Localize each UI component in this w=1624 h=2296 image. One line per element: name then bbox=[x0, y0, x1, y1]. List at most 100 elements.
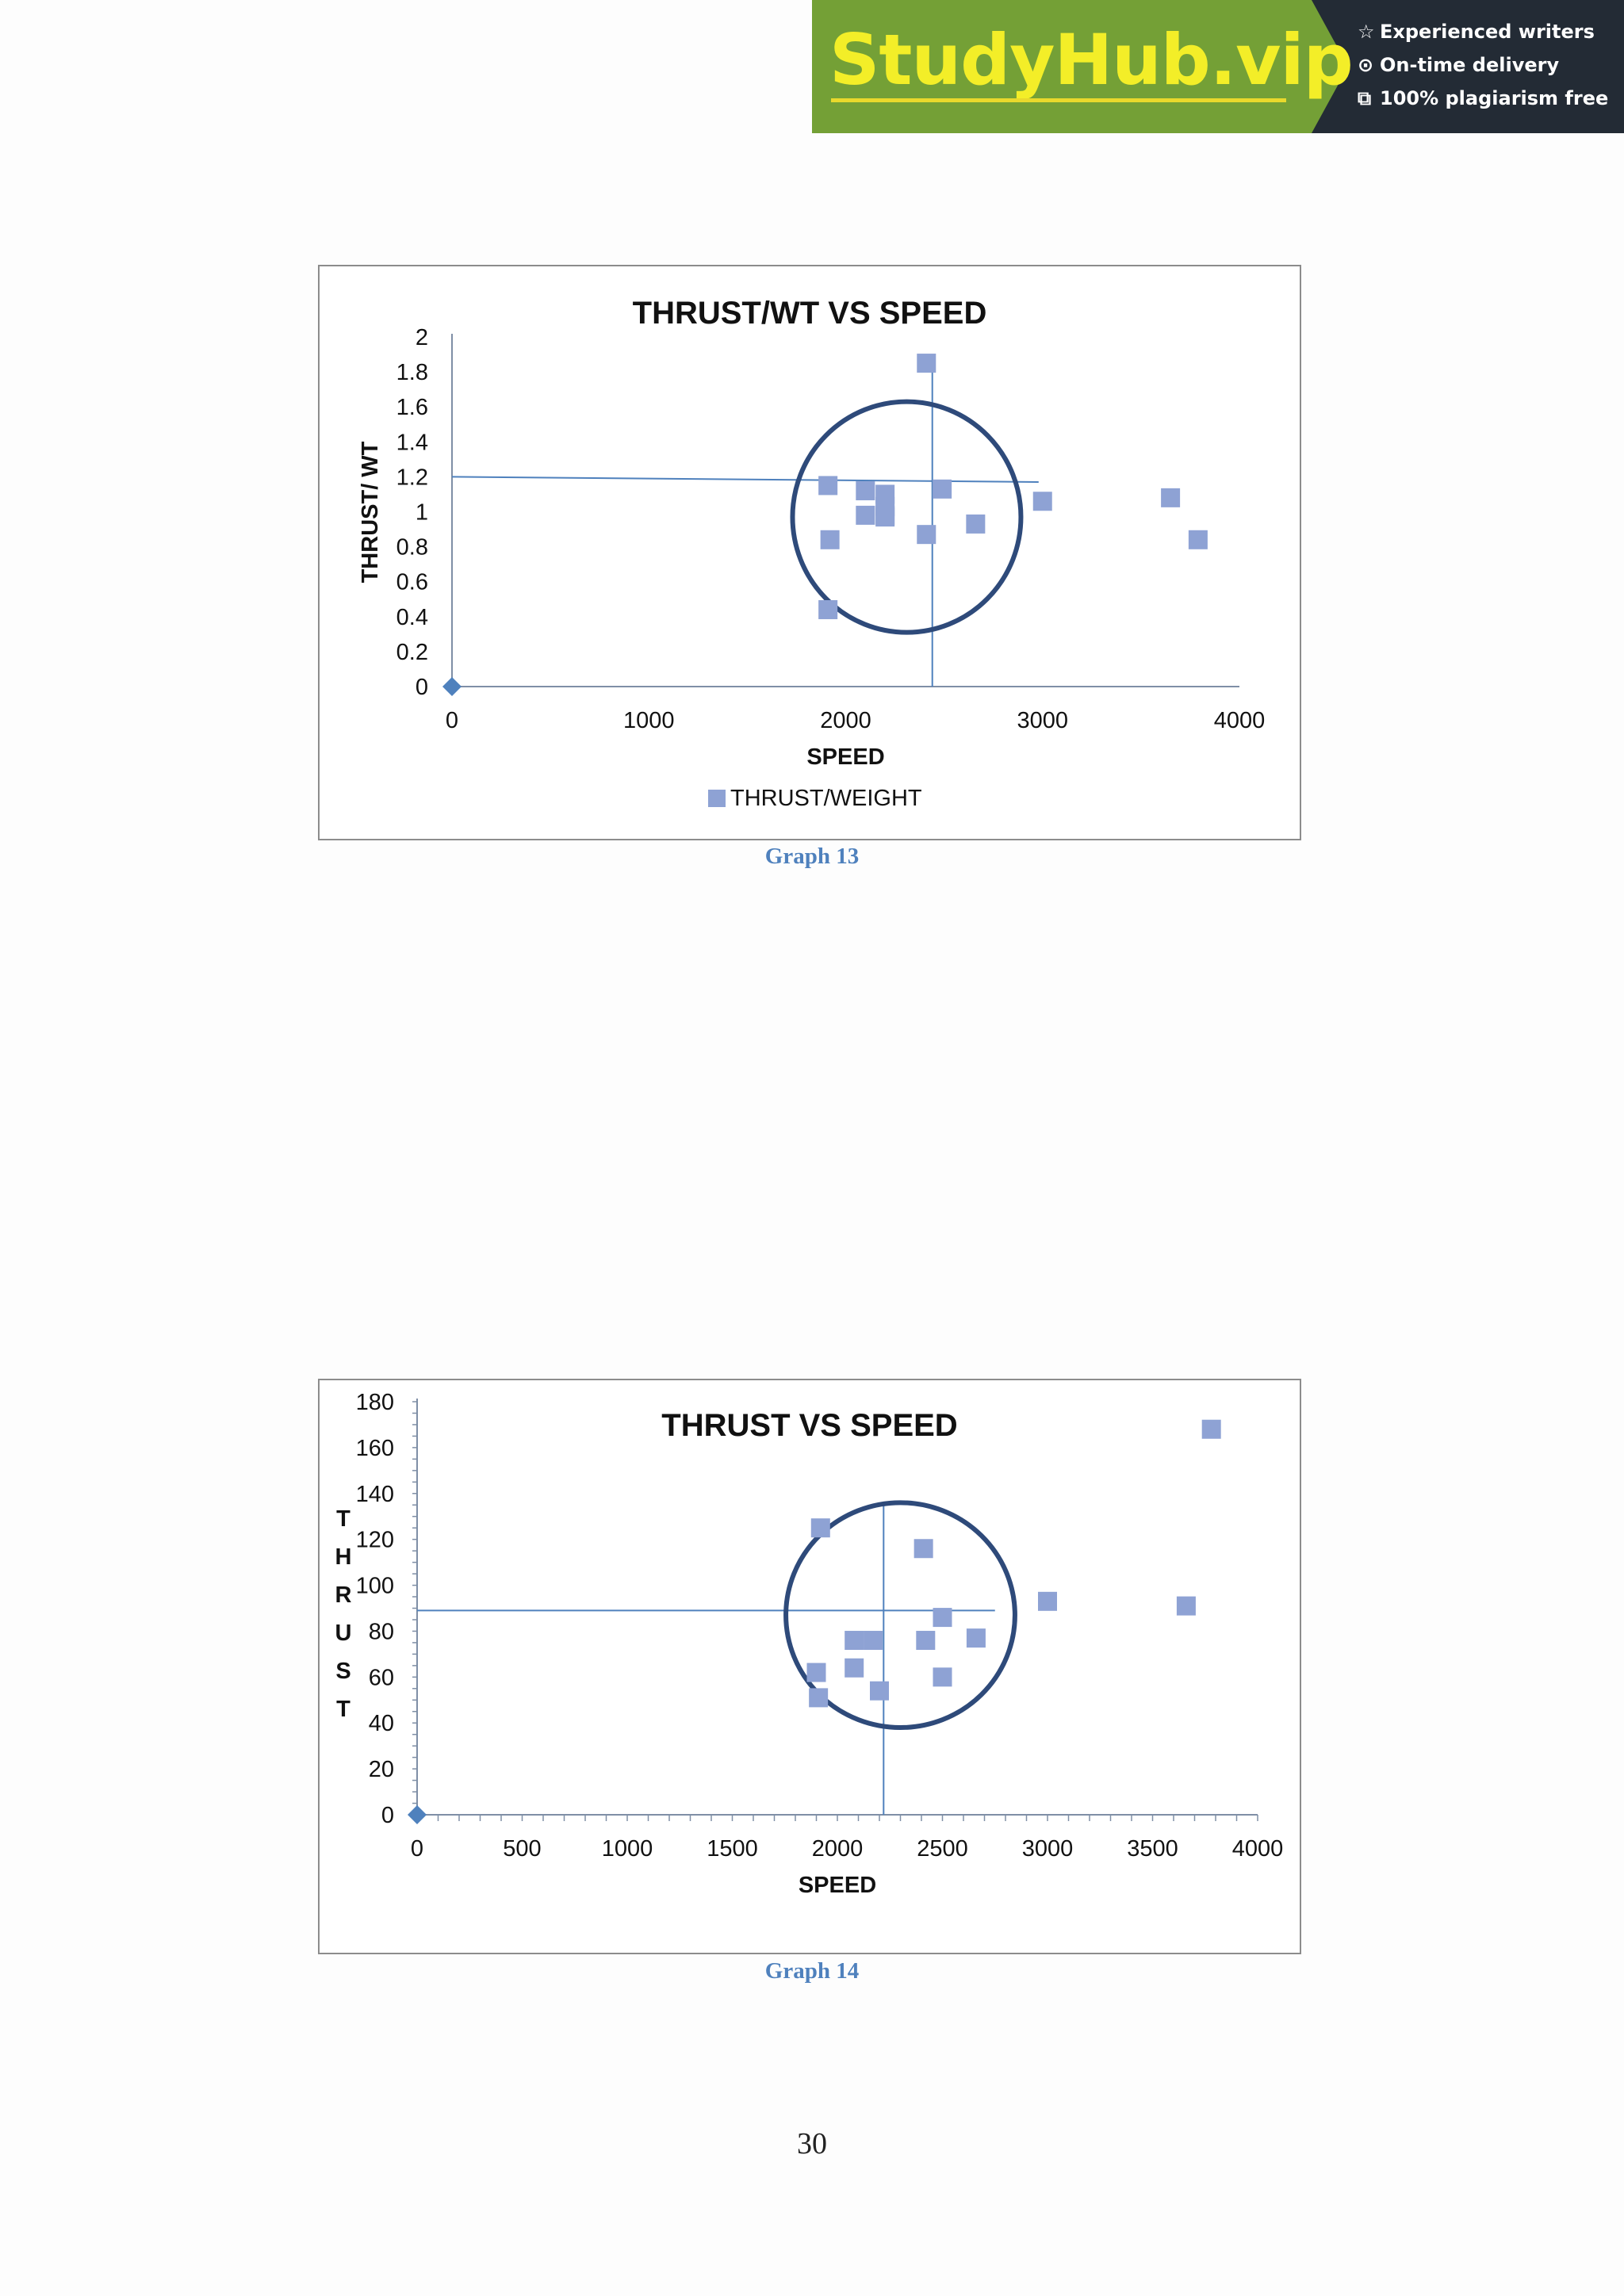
x-tick-label: 3000 bbox=[1017, 708, 1068, 733]
data-point bbox=[933, 479, 952, 499]
y-axis-title: THRUST/ WT bbox=[358, 441, 383, 583]
legend-marker bbox=[708, 790, 726, 807]
y-axis-title-letter: H bbox=[335, 1544, 352, 1570]
chart-thrust-vs-speed: THRUST VS SPEED 0 500 1000 1500 2000 2500 3000 3… bbox=[318, 1379, 1301, 1954]
data-point bbox=[966, 514, 986, 534]
y-tick-label: 120 bbox=[356, 1528, 394, 1553]
data-point bbox=[810, 1518, 830, 1538]
y-tick-label: 160 bbox=[356, 1436, 394, 1461]
chart-thrust-weight-svg: THRUST/WT VS SPEED 0 1000 2000 3000 4000 0 0.2 0… bbox=[358, 296, 1266, 811]
y-tick-label: 2 bbox=[416, 325, 428, 350]
data-point bbox=[1188, 530, 1208, 549]
x-tick-label: 4000 bbox=[1214, 708, 1266, 733]
copy-icon: ⧉ bbox=[1358, 87, 1372, 109]
chart-thrust-weight-vs-speed: THRUST/WT VS SPEED 0 1000 2000 3000 4000 0 0.2 0… bbox=[318, 265, 1301, 840]
feature-experienced-writers: ☆ Experienced writers bbox=[1358, 21, 1595, 43]
data-point bbox=[1032, 492, 1052, 511]
circle-annotation bbox=[783, 1500, 1017, 1731]
data-point bbox=[809, 1688, 829, 1708]
x-tick-label: 0 bbox=[446, 708, 458, 733]
y-axis-title-letter: U bbox=[335, 1621, 352, 1646]
x-tick-label: 2000 bbox=[820, 708, 871, 733]
y-tick-label: 100 bbox=[356, 1574, 394, 1599]
y-tick-label: 60 bbox=[369, 1665, 394, 1690]
data-point bbox=[933, 1608, 952, 1628]
feature-label: 100% plagiarism free bbox=[1380, 87, 1609, 109]
data-point bbox=[870, 1681, 889, 1701]
brand-logo[interactable]: StudyHub.vip bbox=[829, 19, 1354, 101]
x-tick-label: 3000 bbox=[1022, 1836, 1074, 1862]
data-point bbox=[818, 599, 838, 619]
y-tick-label: 140 bbox=[356, 1482, 394, 1507]
y-tick-label: 180 bbox=[356, 1390, 394, 1415]
y-axis-title-letter: S bbox=[335, 1659, 350, 1684]
x-tick-label: 4000 bbox=[1232, 1836, 1284, 1862]
page-number: 30 bbox=[797, 2127, 827, 2160]
feature-label: On-time delivery bbox=[1380, 54, 1560, 76]
data-point bbox=[916, 1631, 936, 1651]
feature-plagiarism-free: ⧉ 100% plagiarism free bbox=[1358, 87, 1608, 109]
y-tick-label: 0.8 bbox=[396, 535, 428, 561]
data-point bbox=[966, 1628, 986, 1648]
origin-diamond-point bbox=[442, 677, 462, 696]
x-tick-label: 0 bbox=[411, 1836, 423, 1862]
y-axis-title-letter: T bbox=[336, 1697, 350, 1722]
caption-graph-13: Graph 13 bbox=[764, 844, 860, 869]
circle-annotation bbox=[790, 399, 1024, 635]
clock-icon: ⊙ bbox=[1358, 54, 1374, 76]
data-point bbox=[818, 476, 838, 496]
data-point bbox=[845, 1658, 864, 1678]
banner-divider bbox=[1312, 0, 1348, 133]
data-point bbox=[845, 1631, 864, 1651]
x-tick-label: 1500 bbox=[707, 1836, 758, 1862]
feature-on-time-delivery: ⊙ On-time delivery bbox=[1358, 54, 1559, 76]
x-tick-label: 3500 bbox=[1127, 1836, 1178, 1862]
data-point bbox=[856, 505, 875, 525]
y-tick-label: 1 bbox=[416, 500, 428, 526]
y-tick-label: 1.2 bbox=[396, 465, 428, 490]
x-axis-title: SPEED bbox=[799, 1873, 876, 1898]
origin-diamond-point bbox=[408, 1805, 427, 1824]
y-tick-label: 0.2 bbox=[396, 640, 428, 665]
data-point bbox=[914, 1539, 933, 1559]
chart-title: THRUST VS SPEED bbox=[661, 1408, 957, 1443]
x-tick-label: 500 bbox=[503, 1836, 541, 1862]
data-point bbox=[1038, 1591, 1057, 1611]
x-tick-label: 1000 bbox=[623, 708, 675, 733]
y-tick-label: 0.6 bbox=[396, 570, 428, 595]
y-tick-label: 80 bbox=[369, 1619, 394, 1644]
data-point bbox=[875, 505, 895, 525]
data-point bbox=[917, 354, 936, 373]
chart-title: THRUST/WT VS SPEED bbox=[633, 296, 987, 331]
legend-label: THRUST/WEIGHT bbox=[730, 786, 922, 811]
y-axis-title-letter: R bbox=[335, 1582, 352, 1608]
data-point bbox=[1176, 1596, 1196, 1616]
y-tick-label: 1.8 bbox=[396, 360, 428, 385]
brand-underline bbox=[831, 98, 1286, 102]
promo-banner[interactable]: StudyHub.vip ☆ Experienced writers ⊙ On-ti… bbox=[812, 0, 1624, 133]
y-axis-title-letter: T bbox=[336, 1506, 350, 1532]
data-point bbox=[856, 481, 875, 501]
data-point bbox=[933, 1667, 952, 1687]
y-tick-label: 20 bbox=[369, 1757, 394, 1782]
y-tick-label: 0 bbox=[381, 1803, 394, 1828]
x-tick-label: 2000 bbox=[812, 1836, 864, 1862]
banner-green-panel bbox=[812, 0, 1329, 133]
caption-graph-14: Graph 14 bbox=[764, 1958, 860, 1984]
x-tick-label: 2500 bbox=[917, 1836, 968, 1862]
star-icon: ☆ bbox=[1358, 21, 1375, 43]
y-tick-label: 40 bbox=[369, 1711, 394, 1736]
data-point bbox=[864, 1631, 883, 1651]
data-point bbox=[917, 525, 936, 545]
banner-dark-panel bbox=[1312, 0, 1624, 133]
data-point bbox=[1161, 488, 1181, 507]
data-point bbox=[820, 530, 840, 549]
data-point bbox=[806, 1663, 826, 1682]
y-tick-label: 1.4 bbox=[396, 430, 428, 455]
data-point bbox=[1201, 1419, 1221, 1439]
y-tick-label: 0.4 bbox=[396, 605, 428, 630]
y-tick-label: 0 bbox=[416, 675, 428, 700]
x-tick-label: 1000 bbox=[602, 1836, 653, 1862]
x-axis-title: SPEED bbox=[806, 744, 884, 770]
